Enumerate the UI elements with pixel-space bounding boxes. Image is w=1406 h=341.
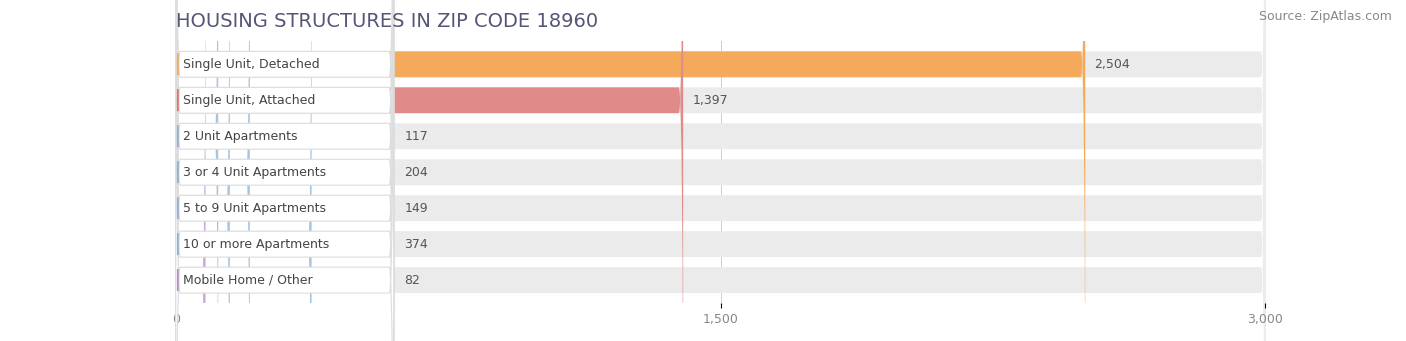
FancyBboxPatch shape — [176, 0, 1265, 341]
Text: 2 Unit Apartments: 2 Unit Apartments — [183, 130, 298, 143]
FancyBboxPatch shape — [176, 0, 1265, 341]
Text: 117: 117 — [405, 130, 429, 143]
FancyBboxPatch shape — [176, 0, 394, 341]
FancyBboxPatch shape — [176, 0, 394, 341]
FancyBboxPatch shape — [176, 0, 1265, 341]
Text: 204: 204 — [405, 166, 429, 179]
Text: 1,397: 1,397 — [692, 94, 728, 107]
Text: Mobile Home / Other: Mobile Home / Other — [183, 273, 314, 286]
FancyBboxPatch shape — [176, 0, 394, 341]
Text: HOUSING STRUCTURES IN ZIP CODE 18960: HOUSING STRUCTURES IN ZIP CODE 18960 — [176, 12, 598, 31]
FancyBboxPatch shape — [176, 0, 1265, 341]
Text: 82: 82 — [405, 273, 420, 286]
Text: 2,504: 2,504 — [1094, 58, 1130, 71]
FancyBboxPatch shape — [176, 0, 312, 341]
FancyBboxPatch shape — [176, 0, 394, 341]
Text: 374: 374 — [405, 238, 429, 251]
Text: Single Unit, Detached: Single Unit, Detached — [183, 58, 319, 71]
FancyBboxPatch shape — [176, 0, 1085, 341]
FancyBboxPatch shape — [176, 0, 394, 341]
FancyBboxPatch shape — [176, 0, 394, 341]
FancyBboxPatch shape — [176, 0, 683, 341]
FancyBboxPatch shape — [176, 0, 1265, 341]
FancyBboxPatch shape — [176, 0, 205, 341]
FancyBboxPatch shape — [176, 0, 229, 341]
Text: 3 or 4 Unit Apartments: 3 or 4 Unit Apartments — [183, 166, 326, 179]
Text: 10 or more Apartments: 10 or more Apartments — [183, 238, 329, 251]
FancyBboxPatch shape — [176, 0, 1265, 341]
Text: 5 to 9 Unit Apartments: 5 to 9 Unit Apartments — [183, 202, 326, 215]
FancyBboxPatch shape — [176, 0, 218, 341]
FancyBboxPatch shape — [176, 0, 394, 341]
Text: 149: 149 — [405, 202, 429, 215]
Text: Source: ZipAtlas.com: Source: ZipAtlas.com — [1258, 10, 1392, 23]
FancyBboxPatch shape — [176, 0, 250, 341]
Text: Single Unit, Attached: Single Unit, Attached — [183, 94, 315, 107]
FancyBboxPatch shape — [176, 0, 1265, 341]
